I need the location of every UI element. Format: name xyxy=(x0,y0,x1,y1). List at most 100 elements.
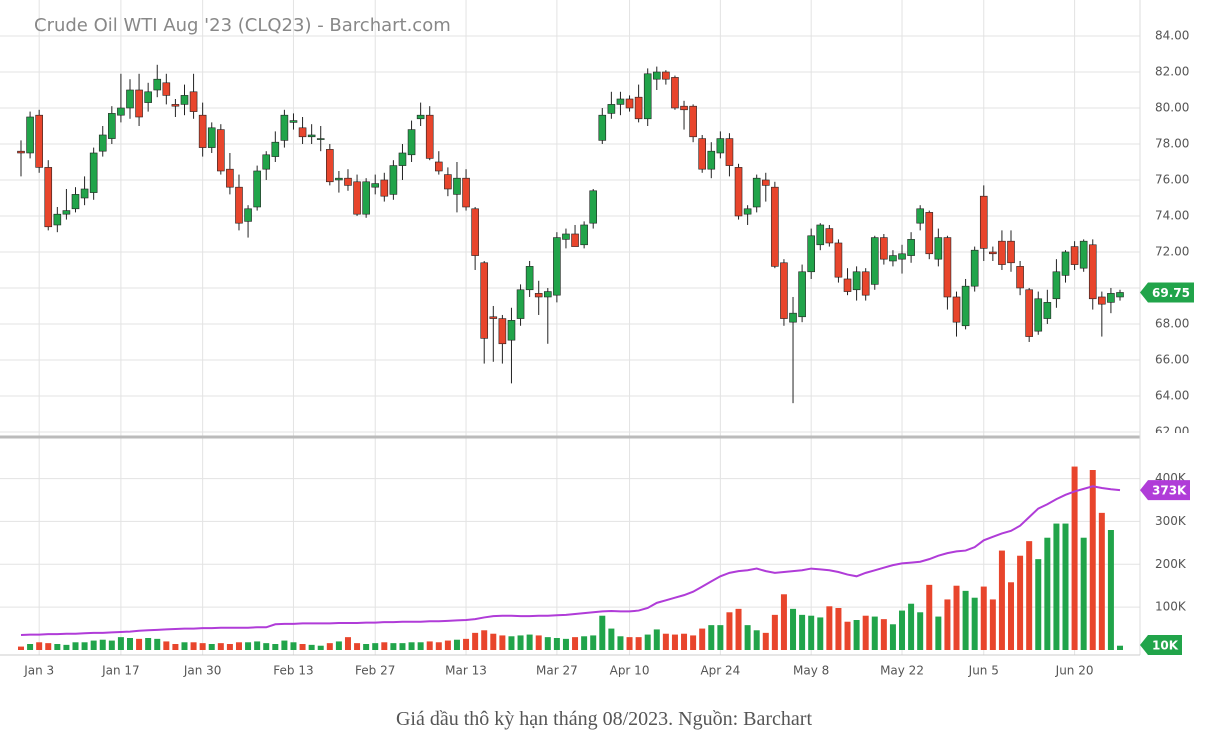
volume-bar xyxy=(1107,530,1114,650)
volume-bar xyxy=(989,599,996,650)
volume-bar xyxy=(535,635,542,650)
volume-bar xyxy=(1017,555,1024,650)
candle-body xyxy=(89,152,98,193)
volume-bar xyxy=(172,644,179,650)
candle-body xyxy=(562,233,570,240)
volume-bar xyxy=(163,641,170,650)
volume-bar xyxy=(272,644,279,650)
candle-body xyxy=(1107,293,1115,303)
volume-bar xyxy=(463,638,470,650)
candle-body xyxy=(580,224,588,246)
candle-body xyxy=(671,77,679,109)
candle-body xyxy=(598,114,607,141)
candle-body xyxy=(607,104,616,114)
candle-body xyxy=(498,318,507,345)
candle-body xyxy=(707,150,716,170)
candle-body xyxy=(198,114,207,148)
candle-body xyxy=(907,239,915,256)
candle-body xyxy=(389,165,398,195)
x-tick-label: Jun 20 xyxy=(1055,664,1094,678)
volume-bar xyxy=(790,608,797,650)
candle-body xyxy=(1052,271,1061,300)
value-tag xyxy=(1140,635,1182,655)
candle-body xyxy=(880,237,888,260)
volume-bar xyxy=(399,643,406,650)
candle-body xyxy=(244,208,252,222)
volume-bar xyxy=(435,642,442,650)
candle-body xyxy=(71,194,80,210)
volume-bar xyxy=(944,599,951,650)
value-tag xyxy=(1140,480,1190,501)
volume-bar xyxy=(90,640,97,650)
candle-body xyxy=(807,235,815,273)
candle-body xyxy=(798,271,806,318)
volume-bar xyxy=(817,617,824,650)
volume-bar xyxy=(63,644,70,650)
volume-bar xyxy=(390,643,397,650)
volume-bar xyxy=(453,639,460,650)
volume-bar xyxy=(835,608,842,650)
volume-bar xyxy=(444,640,451,650)
candle-body xyxy=(207,127,216,148)
candle-body xyxy=(1061,251,1070,276)
volume-bar xyxy=(1062,523,1069,650)
candle-body xyxy=(189,91,198,112)
candle-body xyxy=(543,291,552,298)
volume-bar xyxy=(998,550,1005,650)
volume-bar xyxy=(581,636,588,650)
volume-bar xyxy=(853,620,860,650)
candle-body xyxy=(752,177,761,208)
volume-bar xyxy=(599,615,606,650)
volume-bar xyxy=(690,635,697,650)
candle-body xyxy=(1098,296,1106,305)
volume-bar xyxy=(708,625,715,650)
volume-bar xyxy=(117,637,124,650)
volume-bar xyxy=(199,643,206,650)
x-tick-label: May 8 xyxy=(793,664,829,678)
candle-body xyxy=(262,154,271,170)
volume-bar xyxy=(662,633,669,650)
candle-body xyxy=(344,177,352,186)
volume-bar xyxy=(317,645,324,650)
candle-body xyxy=(425,114,434,159)
candle-body xyxy=(180,95,189,105)
volume-bar xyxy=(744,625,751,650)
x-tick-label: Jan 30 xyxy=(183,664,222,678)
candle-body xyxy=(80,188,89,199)
value-tag-label: 373K xyxy=(1152,484,1187,498)
volume-bar xyxy=(481,630,488,650)
candle-body xyxy=(643,73,652,120)
candle-body xyxy=(761,179,770,186)
candle-body xyxy=(171,104,180,107)
volume-bar xyxy=(617,636,624,650)
candle-body xyxy=(789,312,797,323)
volume-bar xyxy=(1035,559,1042,650)
chart: Jan 3 Jan 17 Jan 30 Feb 13 Feb 27 Mar 13 Mar 2… xyxy=(0,0,1194,678)
volume-bar xyxy=(27,644,34,650)
volume-bar xyxy=(126,638,133,650)
volume-bar xyxy=(917,612,924,650)
x-tick-label: Jan 3 xyxy=(23,664,54,678)
volume-bar xyxy=(608,628,615,650)
candle-body xyxy=(462,177,470,208)
candle-body xyxy=(1034,298,1043,332)
candle-body xyxy=(825,228,834,244)
y-tick-label: 72.00 xyxy=(1155,244,1189,258)
volume-bar xyxy=(844,621,851,650)
volume-bar xyxy=(726,612,733,650)
candle-body xyxy=(780,262,788,319)
candle-body xyxy=(280,114,289,141)
candle-body xyxy=(217,129,225,172)
candle-body xyxy=(852,271,861,291)
candle-body xyxy=(26,116,34,154)
volume-bar xyxy=(335,641,342,650)
volume-bar xyxy=(572,637,579,650)
candle-body xyxy=(898,253,906,260)
candle-body xyxy=(734,167,743,217)
volume-bar xyxy=(908,603,915,650)
candle-body xyxy=(616,98,625,105)
candle-body xyxy=(253,170,261,208)
candle-body xyxy=(416,114,425,120)
volume-bar xyxy=(971,597,978,650)
